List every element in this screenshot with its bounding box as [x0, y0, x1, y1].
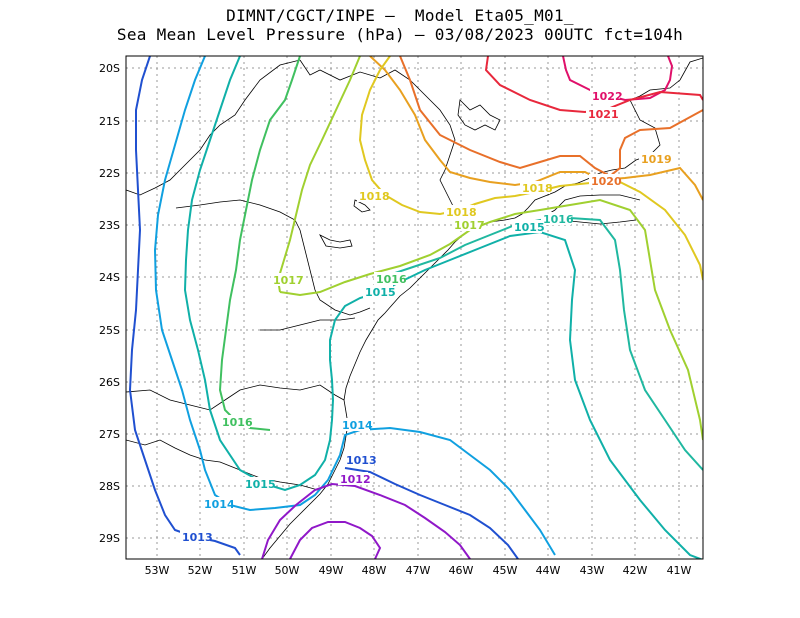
gridlines [126, 56, 703, 559]
lon-label: 44W [536, 564, 561, 577]
title-line-2: Sea Mean Level Pressure (hPa) – 03/08/20… [116, 25, 684, 44]
contour-label: 1014 [342, 419, 373, 432]
contour-label: 1017 [454, 219, 485, 232]
lon-label: 43W [580, 564, 605, 577]
lon-label: 41W [667, 564, 692, 577]
lon-label: 47W [406, 564, 431, 577]
contour-label: 1013 [346, 454, 377, 467]
contour-label: 1016 [222, 416, 253, 429]
contour-labels: 1022 1021 1020 1019 1018 1018 1018 1017 … [180, 89, 672, 544]
contour-label: 1016 [376, 273, 407, 286]
contour-label: 1014 [204, 498, 235, 511]
isobar-1020 [399, 56, 703, 178]
longitude-labels: 53W 52W 51W 50W 49W 48W 47W 46W 45W 44W … [145, 564, 692, 577]
lat-label: 28S [99, 480, 120, 493]
title-line-1: DIMNT/CGCT/INPE – Model Eta05_M01_ [226, 6, 574, 25]
contour-label: 1018 [446, 206, 477, 219]
map-frame [125, 55, 704, 560]
lon-label: 46W [449, 564, 474, 577]
isobar-1016-north [218, 56, 301, 431]
isobar-1017 [276, 56, 703, 441]
lon-label: 53W [145, 564, 170, 577]
isobar-1019 [369, 56, 703, 201]
lon-label: 50W [275, 564, 300, 577]
isobar-1022 [562, 56, 674, 102]
lon-label: 42W [623, 564, 648, 577]
contour-label: 1019 [641, 153, 672, 166]
lat-label: 20S [99, 62, 120, 75]
contour-label: 1020 [591, 175, 622, 188]
lat-label: 25S [99, 324, 120, 337]
isobar-1014 [153, 56, 556, 556]
contour-label: 1018 [522, 182, 553, 195]
latitude-labels: 20S 21S 22S 23S 24S 25S 26S 27S 28S 29S [99, 62, 120, 545]
lon-label: 49W [319, 564, 344, 577]
isobars [128, 56, 703, 559]
lat-label: 24S [99, 271, 120, 284]
isobar-1015 [183, 56, 703, 559]
lon-label: 51W [232, 564, 257, 577]
contour-label: 1012 [340, 473, 371, 486]
contour-label: 1016 [543, 213, 574, 226]
lat-label: 23S [99, 219, 120, 232]
lat-label: 21S [99, 115, 120, 128]
isobar-1021 [484, 56, 703, 114]
isobar-1012 [261, 482, 471, 559]
lon-label: 45W [493, 564, 518, 577]
contour-label: 1021 [588, 108, 619, 121]
contour-label: 1017 [273, 274, 304, 287]
lat-label: 29S [99, 532, 120, 545]
contour-label: 1018 [359, 190, 390, 203]
contour-label: 1015 [245, 478, 276, 491]
contour-label: 1022 [592, 90, 623, 103]
lat-label: 26S [99, 376, 120, 389]
lon-label: 52W [188, 564, 213, 577]
isobar-1016-coast [379, 216, 703, 471]
contour-label: 1015 [514, 221, 545, 234]
lat-label: 27S [99, 428, 120, 441]
lon-label: 48W [362, 564, 387, 577]
contour-label: 1015 [365, 286, 396, 299]
lat-label: 22S [99, 167, 120, 180]
contour-label: 1013 [182, 531, 213, 544]
